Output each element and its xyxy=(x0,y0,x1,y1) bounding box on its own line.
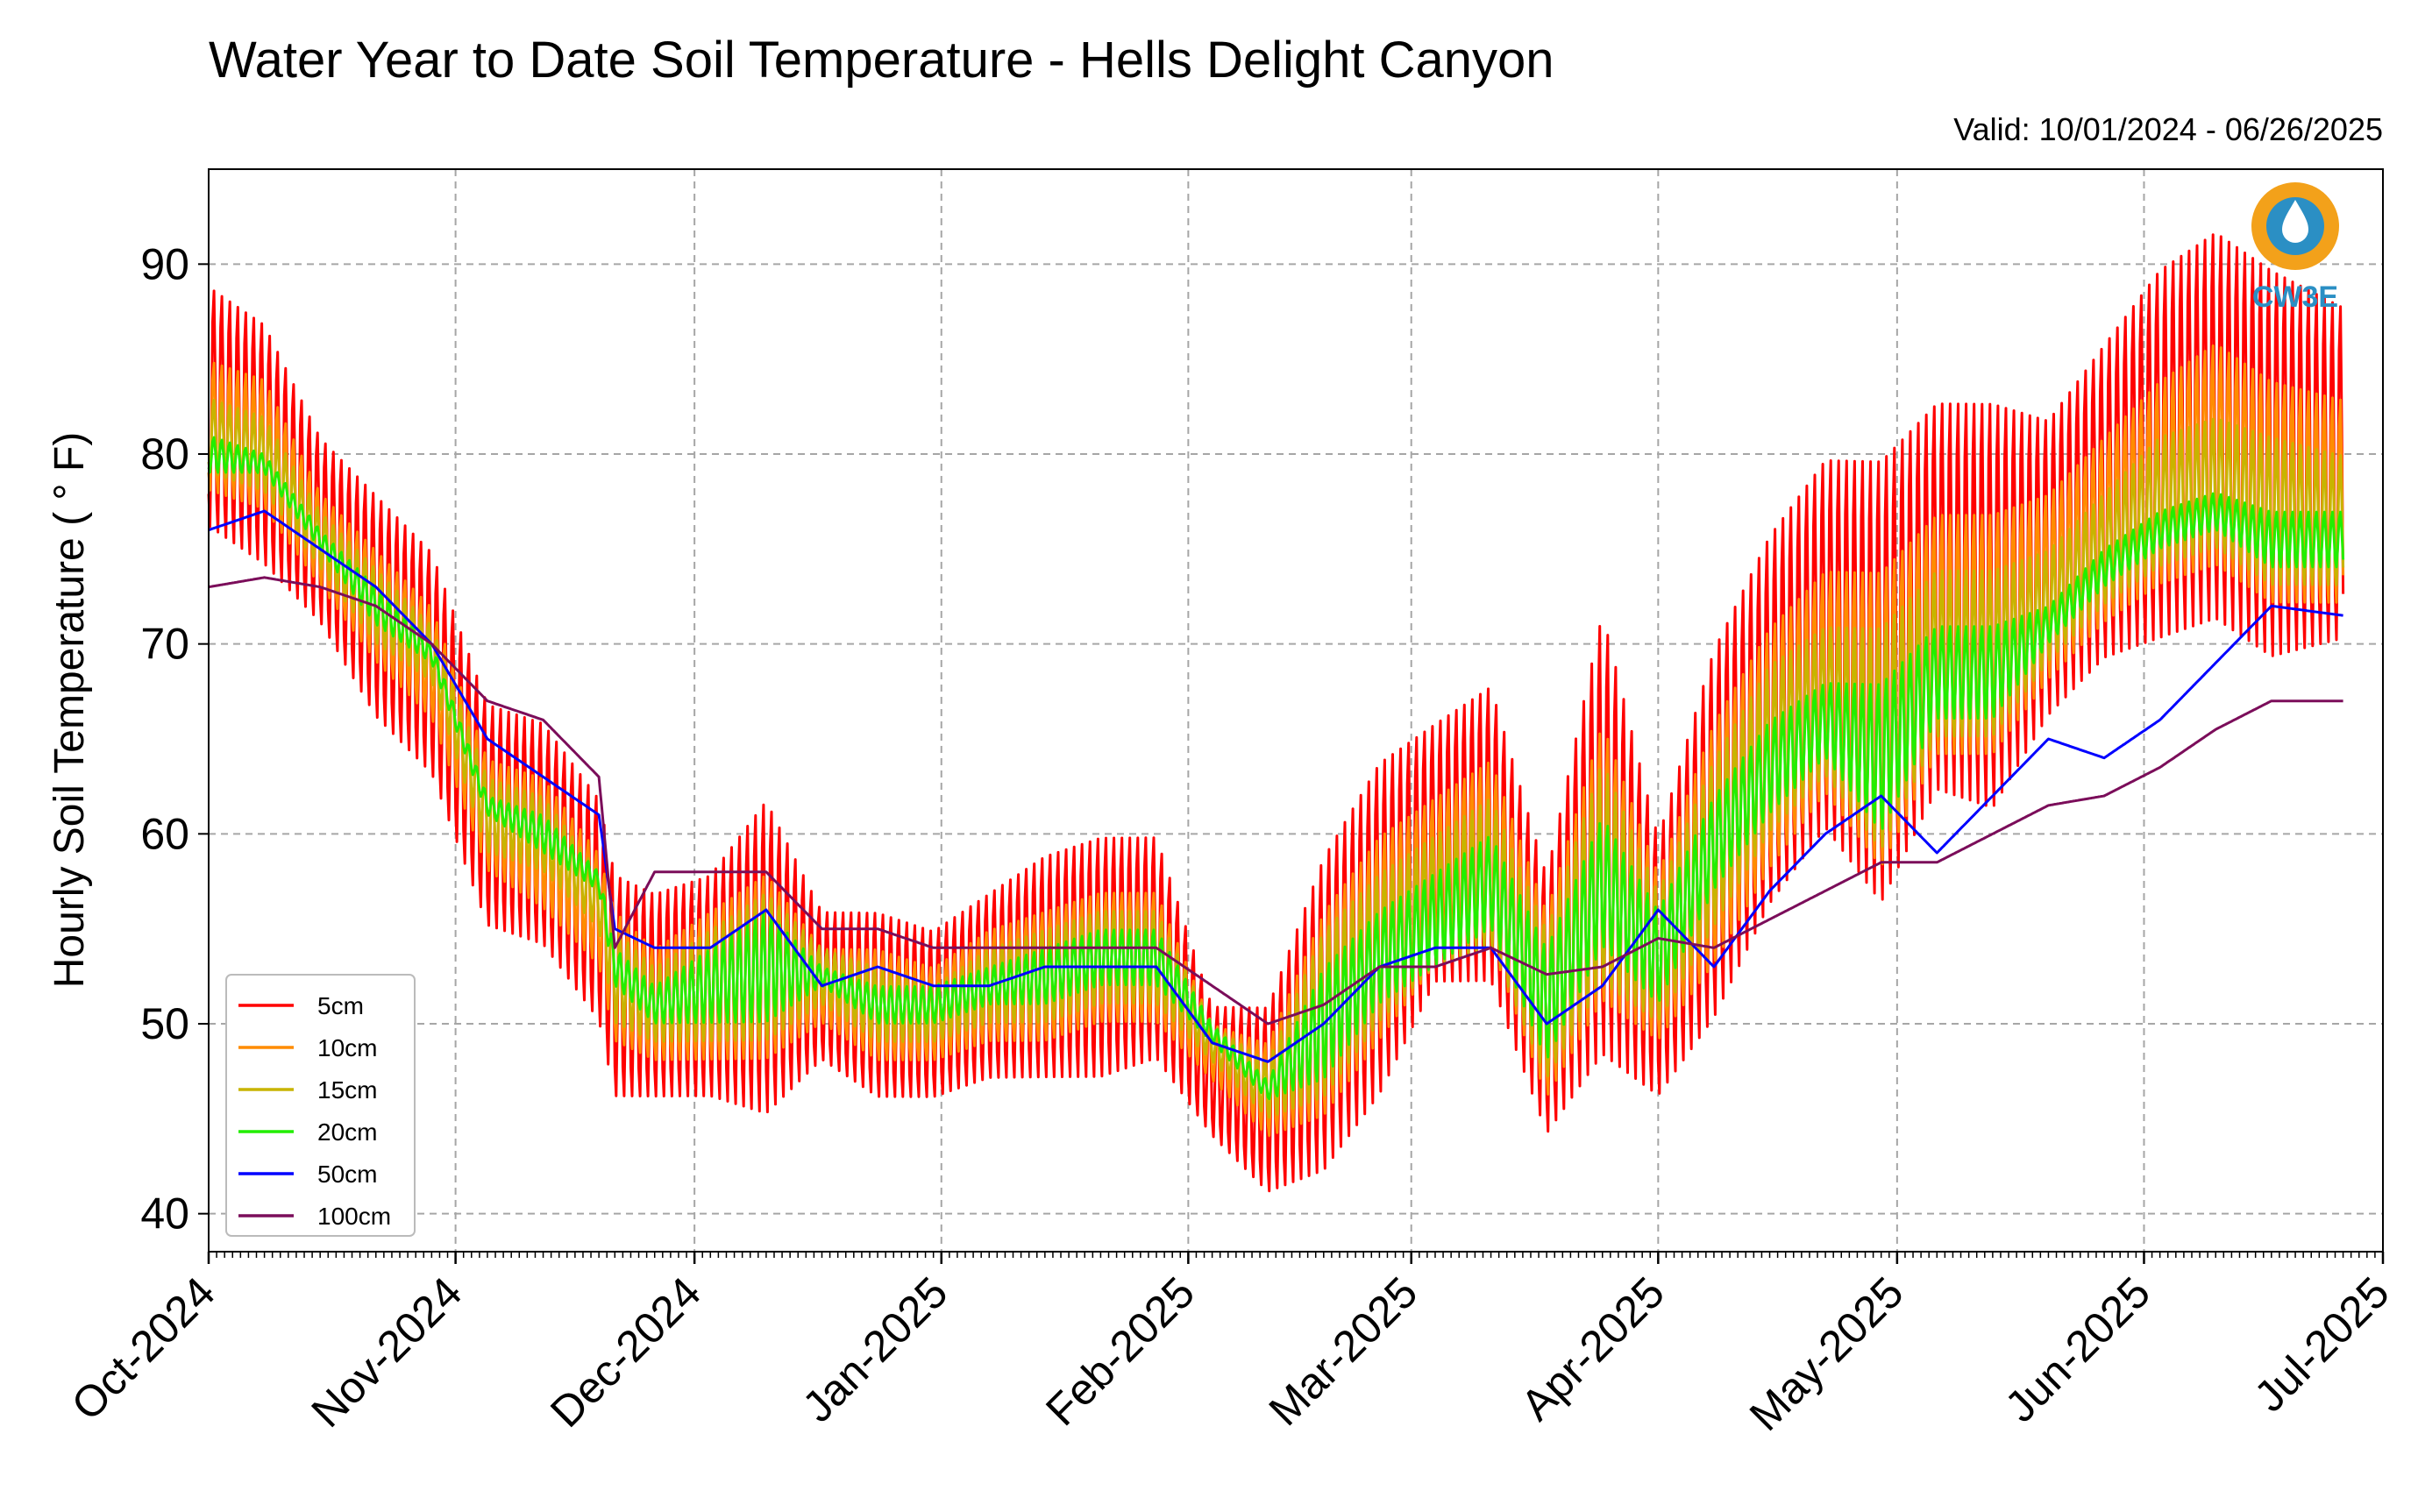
x-tick-label: Jul-2025 xyxy=(2245,1267,2399,1421)
logo-text: CW3E xyxy=(2252,280,2338,314)
legend-label: 15cm xyxy=(317,1076,377,1104)
cw3e-logo: CW3E xyxy=(2251,182,2339,314)
legend-label: 20cm xyxy=(317,1118,377,1146)
series-line-100cm xyxy=(208,576,2343,1026)
x-tick-label: Apr-2025 xyxy=(1511,1267,1674,1430)
y-tick-label: 40 xyxy=(140,1189,189,1239)
series-line-20cm xyxy=(207,436,2345,1101)
y-tick-label: 90 xyxy=(140,239,189,288)
x-tick-label: Dec-2024 xyxy=(541,1267,710,1437)
y-tick-label: 80 xyxy=(140,429,189,479)
water-drop-icon xyxy=(2282,200,2308,243)
x-tick-label: Jan-2025 xyxy=(793,1267,957,1431)
legend-label: 50cm xyxy=(317,1161,377,1188)
chart-title: Water Year to Date Soil Temperature - He… xyxy=(209,32,1554,89)
axes: 40 50 60 70 80 90 Oct-2024 Nov-2024 Dec-2024 Jan-… xyxy=(62,239,2399,1440)
y-axis-label: Hourly Soil Temperature ( ° F) xyxy=(46,432,93,989)
x-tick-label: Mar-2025 xyxy=(1260,1267,1427,1435)
plot-area xyxy=(207,233,2345,1193)
x-tick-label: Feb-2025 xyxy=(1036,1267,1204,1435)
legend: 5cm 10cm 15cm 20cm 50cm 100cm xyxy=(225,974,416,1237)
x-tick-label: Jun-2025 xyxy=(1995,1267,2159,1431)
plot-frame xyxy=(208,168,2384,1253)
series-line-5cm xyxy=(207,233,2345,1193)
x-tick-label: Nov-2024 xyxy=(302,1267,471,1437)
y-tick-label: 70 xyxy=(140,620,189,669)
legend-label: 10cm xyxy=(317,1034,377,1061)
legend-box xyxy=(225,974,416,1237)
valid-range: Valid: 10/01/2024 - 06/26/2025 xyxy=(1953,111,2383,147)
y-tick-label: 50 xyxy=(140,999,189,1048)
x-tick-label: May-2025 xyxy=(1740,1267,1913,1440)
legend-label: 5cm xyxy=(317,992,364,1019)
x-tick-label: Oct-2024 xyxy=(62,1267,224,1430)
legend-label: 100cm xyxy=(317,1203,391,1230)
series-line-50cm xyxy=(208,509,2343,1063)
y-tick-label: 60 xyxy=(140,809,189,858)
